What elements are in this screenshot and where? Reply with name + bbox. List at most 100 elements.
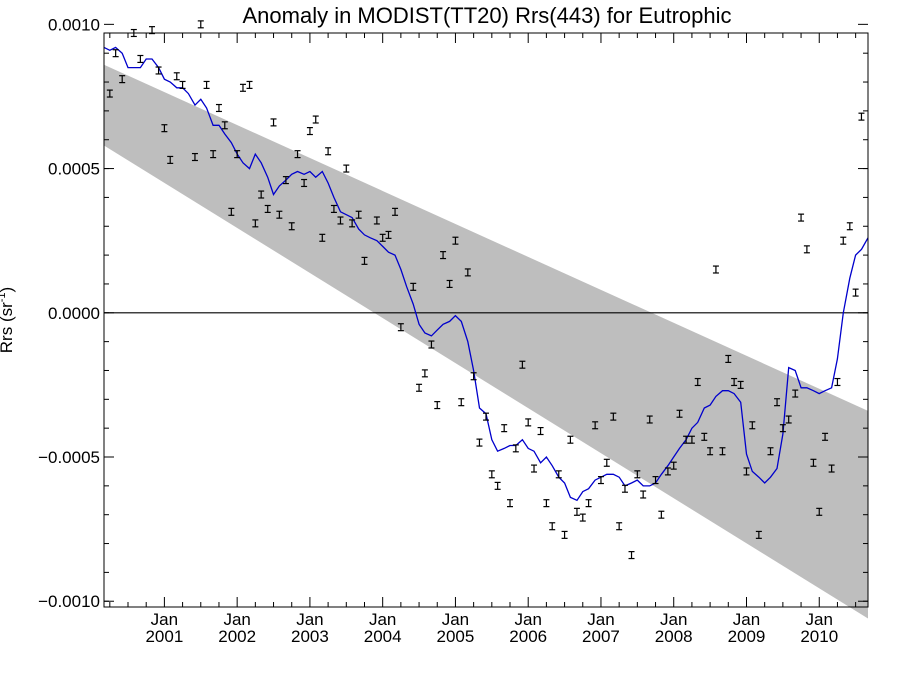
- errorbar-point: [215, 103, 222, 113]
- errorbar-point: [652, 476, 659, 485]
- errorbar-point: [330, 204, 337, 214]
- x-tick-year-label: 2005: [437, 627, 475, 646]
- errorbar-point: [397, 323, 404, 332]
- errorbar-point: [658, 510, 665, 519]
- errorbar-point: [694, 377, 701, 387]
- x-tick-month-label: Jan: [223, 610, 250, 629]
- errorbar-point: [664, 467, 671, 476]
- errorbar-point: [106, 89, 113, 98]
- errorbar-point: [567, 435, 574, 444]
- errorbar-point: [494, 481, 501, 490]
- errorbar-point: [688, 435, 695, 444]
- errorbar-point: [392, 207, 399, 216]
- errorbar-point: [373, 216, 380, 225]
- x-tick-year-label: 2010: [800, 627, 838, 646]
- errorbar-point: [470, 372, 477, 381]
- errorbar-point: [155, 66, 162, 75]
- errorbar-point: [191, 152, 198, 162]
- x-tick-year-label: 2008: [655, 627, 693, 646]
- errorbar-point: [385, 230, 392, 239]
- errorbar-point: [203, 80, 210, 89]
- errorbar-point: [161, 124, 168, 133]
- x-tick-year-label: 2001: [145, 627, 183, 646]
- errorbar-point: [592, 421, 599, 430]
- errorbar-point: [628, 551, 635, 560]
- errorbar-point: [719, 447, 726, 456]
- errorbar-point: [149, 26, 156, 35]
- errorbar-point: [810, 458, 817, 467]
- y-axis-label-superscript: -1: [0, 292, 8, 302]
- x-tick-month-label: Jan: [442, 610, 469, 629]
- errorbar-point: [258, 190, 265, 199]
- errorbar-point: [634, 470, 641, 479]
- x-tick-month-label: Jan: [369, 610, 396, 629]
- trend-band: [104, 64, 868, 619]
- y-axis-label-close: ): [0, 287, 16, 293]
- errorbar-point: [712, 265, 719, 274]
- errorbar-point: [252, 219, 259, 228]
- errorbar-point: [779, 424, 786, 433]
- errorbar-point: [725, 354, 732, 364]
- errorbar-point: [246, 80, 253, 89]
- errorbar-point: [840, 236, 847, 245]
- x-tick-month-label: Jan: [806, 610, 833, 629]
- errorbar-point: [319, 233, 326, 242]
- errorbar-point: [852, 288, 859, 297]
- y-tick-label: 0.0010: [48, 15, 100, 34]
- errorbar-point: [355, 210, 362, 219]
- errorbar-point: [834, 377, 841, 387]
- x-tick-month-label: Jan: [587, 610, 614, 629]
- y-tick-label: 0.0005: [48, 160, 100, 179]
- errorbar-point: [239, 83, 246, 92]
- x-tick-year-label: 2004: [364, 627, 402, 646]
- errorbar-point: [555, 470, 562, 479]
- errorbar-point: [585, 499, 592, 508]
- errorbar-point: [621, 484, 628, 493]
- errorbar-point: [846, 222, 853, 231]
- errorbar-point: [488, 470, 495, 479]
- errorbar-point: [537, 426, 544, 436]
- chart-title: Anomaly in MODIST(TT20) Rrs(443) for Eut…: [242, 3, 731, 28]
- errorbar-point: [549, 522, 556, 531]
- errorbar-point: [774, 398, 781, 407]
- errorbar-point: [301, 178, 308, 188]
- errorbar-point: [294, 150, 301, 159]
- x-tick-month-label: Jan: [296, 610, 323, 629]
- errorbar-point: [282, 176, 289, 185]
- errorbar-point: [501, 424, 508, 433]
- errorbar-point: [610, 412, 617, 421]
- plot-frame: [103, 32, 869, 608]
- errorbar-point: [707, 447, 714, 456]
- y-axis-label-main: Rrs (sr: [0, 302, 16, 353]
- errorbar-point: [349, 219, 356, 228]
- errorbar-point: [112, 49, 119, 58]
- errorbar-point: [264, 204, 271, 214]
- errorbar-point: [531, 464, 538, 473]
- errorbar-point: [822, 432, 829, 441]
- errorbar-point: [428, 340, 435, 349]
- y-tick-label: −0.0010: [38, 592, 100, 611]
- x-tick-year-label: 2002: [218, 627, 256, 646]
- errorbar-point: [325, 147, 332, 156]
- errorbar-point: [476, 438, 483, 447]
- errorbar-layer: [106, 20, 865, 560]
- errorbar-point: [276, 210, 283, 219]
- errorbar-point: [228, 207, 235, 216]
- errorbar-point: [312, 115, 319, 124]
- errorbar-point: [379, 233, 386, 242]
- y-tick-label: −0.0005: [38, 448, 100, 467]
- errorbar-point: [179, 80, 186, 89]
- errorbar-point: [670, 461, 677, 470]
- errorbar-point: [816, 507, 823, 516]
- errorbar-point: [858, 112, 865, 121]
- errorbar-point: [416, 383, 423, 392]
- errorbar-point: [137, 54, 144, 64]
- errorbar-point: [119, 75, 126, 84]
- errorbar-point: [306, 127, 313, 136]
- errorbar-point: [737, 380, 744, 389]
- errorbar-point: [640, 490, 647, 499]
- errorbar-point: [234, 150, 241, 159]
- errorbar-point: [464, 268, 471, 277]
- errorbar-point: [440, 251, 447, 260]
- errorbar-point: [343, 164, 350, 173]
